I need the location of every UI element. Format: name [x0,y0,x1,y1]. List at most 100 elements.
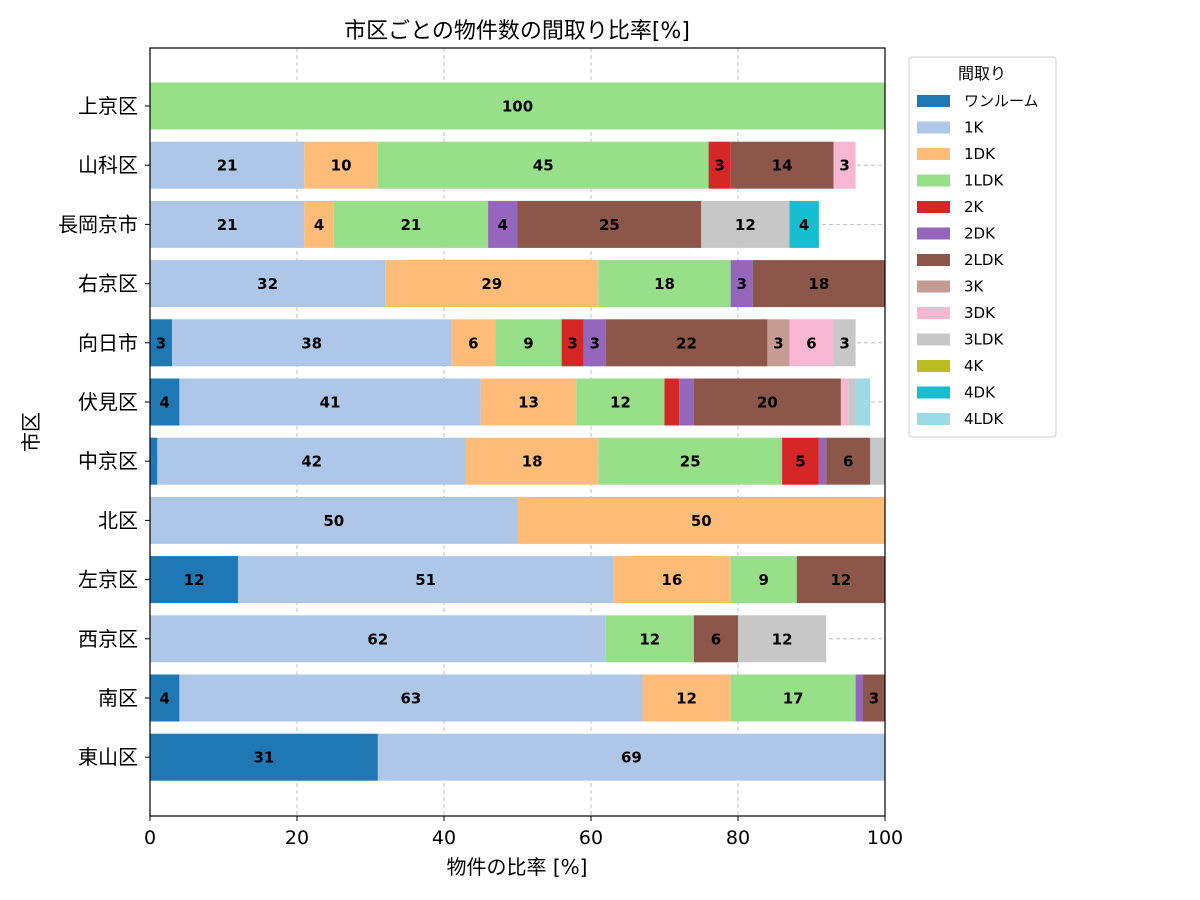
bar-segment [238,556,614,604]
data-label: 62 [367,630,388,648]
data-label: 63 [400,690,421,708]
bar-segment [833,141,856,189]
legend-swatch [917,386,950,399]
legend-swatch [917,148,950,160]
bar-segment [848,378,856,426]
x-tick-label: 80 [726,827,750,849]
y-tick-label: 東山区 [78,745,138,769]
legend-swatch [917,121,950,134]
bar-segment [157,437,467,485]
legend: 間取り ワンルーム 1K 1DK 1LDK 2K 2DK 2LDK 3K 3DK 3LDK 4K 4D… [908,56,1057,438]
bar-segment [451,319,496,367]
chart-title: 市区ごとの物件数の間取り比率[%] [344,19,690,44]
bar-segment [855,674,863,722]
y-tick-label: 南区 [98,686,138,710]
legend-label: 1DK [964,145,996,163]
data-label: 20 [757,394,778,412]
bar-segment [179,674,643,722]
data-label: 3 [567,334,577,352]
bar-segment [701,200,790,248]
bar-segment [150,82,885,130]
legend-swatch [917,360,950,372]
legend-label: 4K [964,357,985,375]
bar-segment [730,141,834,189]
legend-swatch [917,280,950,293]
bar-segment [730,260,753,308]
bar-segment [789,200,819,248]
bar-segment [150,615,606,663]
bar-segment [150,260,386,308]
bar-segment [826,437,871,485]
x-tick-label: 60 [579,827,603,849]
data-label: 9 [523,334,533,352]
data-label: 12 [830,571,851,589]
legend-label: 4LDK [964,410,1004,428]
data-label: 4 [314,216,324,234]
data-label: 16 [661,571,682,589]
data-label: 25 [599,216,620,234]
data-label: 4 [159,690,169,708]
data-label: 12 [639,630,660,648]
bar-segment [855,378,871,426]
data-label: 100 [502,98,533,116]
bar-segment [642,674,731,722]
data-label: 6 [806,334,816,352]
bar-segment [150,200,305,248]
data-label: 6 [843,453,853,471]
bar-segment [576,378,665,426]
bar-segment [840,378,849,426]
bar-segment [150,141,305,189]
legend-label: 2DK [964,225,996,243]
legend-title: 間取り [958,64,1006,83]
y-tick-label: 西京区 [78,627,138,651]
bar-segment [796,556,885,604]
data-label: 5 [795,453,805,471]
bar-segment [870,437,885,485]
data-label: 3 [869,690,879,708]
y-tick-label: 向日市 [78,331,138,355]
y-tick-label: 山科区 [78,153,138,177]
bar-segment [605,615,694,663]
bar-segment [833,319,856,367]
bar-segment [708,141,731,189]
data-label: 22 [676,334,697,352]
data-label: 18 [654,275,675,293]
data-label: 13 [518,394,539,412]
legend-swatch [917,413,950,425]
bar-segment [517,200,702,248]
bar-segment [304,200,334,248]
bar-segment [818,437,827,485]
y-tick-label: 伏見区 [78,390,138,414]
data-label: 38 [301,334,322,352]
bar-segment [730,674,856,722]
bar-segment [613,556,731,604]
data-label: 3 [156,334,166,352]
data-label: 42 [301,453,322,471]
data-label: 17 [783,690,804,708]
x-tick-label: 0 [144,827,156,849]
bar-segment [333,200,489,248]
legend-label: 1LDK [964,172,1004,190]
data-label: 12 [676,690,697,708]
bar-segment [730,556,797,604]
bar-segment [377,141,709,189]
legend-swatch [917,227,950,240]
data-label: 21 [217,157,238,175]
bar-segment [488,200,518,248]
data-label: 12 [735,216,756,234]
bar-segment [752,260,885,308]
data-label: 31 [253,749,274,767]
data-label: 3 [839,334,849,352]
legend-label: 2LDK [964,251,1004,269]
legend-swatch [917,201,950,213]
data-label: 12 [184,571,205,589]
data-label: 50 [323,512,344,530]
data-label: 32 [257,275,278,293]
data-label: 9 [759,571,769,589]
data-label: 41 [320,394,341,412]
y-tick-label: 上京区 [78,94,138,118]
bar-segment [150,378,180,426]
